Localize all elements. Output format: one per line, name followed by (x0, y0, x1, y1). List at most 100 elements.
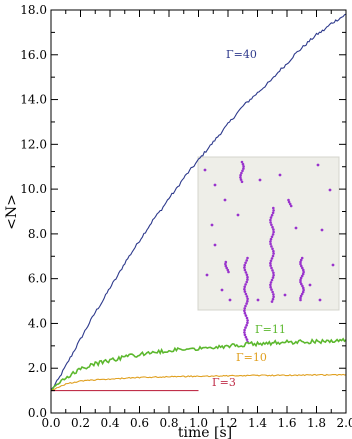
inset-particle (239, 178, 243, 181)
inset-particle (272, 209, 275, 212)
inset-particle (242, 167, 245, 170)
inset-image (197, 156, 340, 344)
inset-particle (301, 266, 304, 270)
inset-particle (244, 326, 247, 329)
inset-particle (243, 268, 247, 272)
inset-particle (270, 300, 274, 303)
inset-particle (272, 273, 275, 277)
inset-particle (246, 321, 249, 325)
inset-particle (244, 335, 248, 339)
inset-particle (210, 223, 214, 227)
series-line-1 (50, 337, 347, 392)
inset-particle (240, 160, 244, 164)
inset-particle (245, 273, 249, 277)
x-tick-label: 1.4 (248, 416, 267, 430)
inset-particle (294, 226, 298, 230)
inset-particle (246, 297, 249, 301)
series-label-gamma-11: Γ=11 (255, 323, 286, 336)
x-tick-label: 1.8 (307, 416, 326, 430)
inset-particle (299, 276, 303, 280)
inset-particle (287, 198, 290, 202)
y-tick-label: 0.0 (28, 406, 47, 420)
inset-particle (269, 216, 273, 219)
inset-particle (240, 171, 243, 175)
inset-particle (258, 178, 262, 182)
inset-particle (300, 256, 304, 260)
inset-particle (245, 323, 248, 327)
inset-particle (240, 180, 244, 184)
inset-particle (299, 296, 302, 300)
inset-particle (289, 204, 293, 208)
inset-particle (272, 228, 275, 231)
inset-particle (245, 338, 249, 341)
y-tick-label: 16.0 (20, 48, 47, 62)
axes: 0.0 0.2 0.4 0.6 0.8 1.0 1.2 1.4 1.6 1.8 2.0 0.0 2.0 4… (20, 3, 352, 430)
inset-particle (223, 198, 227, 202)
inset-particle (271, 233, 275, 236)
inset-particle (299, 280, 302, 284)
series-label-gamma-3: Γ=3 (212, 376, 236, 389)
inset-particle (220, 288, 224, 292)
inset-particle (272, 295, 275, 299)
x-tick-label: 0.8 (159, 416, 178, 430)
inset-particle (316, 163, 320, 167)
inset-particle (270, 288, 273, 291)
inset-particle (205, 273, 209, 277)
series-line-2 (50, 373, 346, 392)
series-labels: Γ=40 Γ=11 Γ=10 Γ=3 (212, 48, 286, 389)
inset-particle (318, 298, 322, 302)
inset-particle (246, 299, 249, 303)
y-tick-label: 4.0 (28, 316, 47, 330)
inset-particle (283, 293, 287, 297)
inset-particle (270, 245, 273, 248)
inset-particle (270, 223, 273, 227)
inset-particle (269, 259, 273, 263)
inset-particle (244, 292, 248, 296)
x-tick-label: 1.6 (277, 416, 296, 430)
inset-particle (271, 269, 274, 272)
inset-particle (300, 264, 303, 268)
inset-particle (239, 173, 242, 177)
inset-particle (300, 282, 303, 286)
inset-particle (301, 272, 305, 276)
inset-particle (270, 278, 274, 282)
inset-particle (269, 237, 273, 241)
inset-particle (244, 271, 248, 274)
inset-particle (243, 331, 246, 334)
inset-particle (269, 264, 272, 267)
inset-particle (226, 268, 230, 272)
inset-particle (256, 298, 260, 302)
inset-particle (228, 298, 232, 302)
inset-particle (241, 169, 244, 173)
inset-particle (243, 266, 246, 269)
x-tick-label: 0.6 (130, 416, 149, 430)
inset-particle (246, 256, 249, 260)
inset-particle (244, 304, 247, 308)
inset-particle (271, 247, 274, 251)
inset-particle (302, 268, 305, 272)
inset-particle (272, 206, 275, 210)
inset-particle (203, 168, 207, 172)
inset-particle (270, 213, 274, 217)
inset-particle (308, 283, 312, 287)
inset-particle (213, 183, 217, 187)
inset-particle (243, 333, 247, 337)
inset-particle (269, 242, 272, 246)
inset-particle (269, 261, 272, 265)
inset-particle (299, 260, 302, 264)
inset-particle (271, 290, 274, 294)
inset-particle (278, 173, 282, 177)
x-axis-title: time [s] (178, 425, 232, 439)
series-label-gamma-10: Γ=10 (236, 351, 267, 364)
inset-particle (271, 225, 274, 229)
y-axis-title: <N> (4, 194, 20, 230)
inset-particle (269, 240, 272, 243)
inset-particle (300, 274, 304, 278)
inset-particle (271, 254, 275, 258)
inset-particle (245, 295, 249, 298)
inset-particle (243, 309, 246, 313)
x-tick-label: 0.2 (71, 416, 90, 430)
inset-particle (243, 290, 247, 293)
inset-particle (302, 270, 305, 274)
